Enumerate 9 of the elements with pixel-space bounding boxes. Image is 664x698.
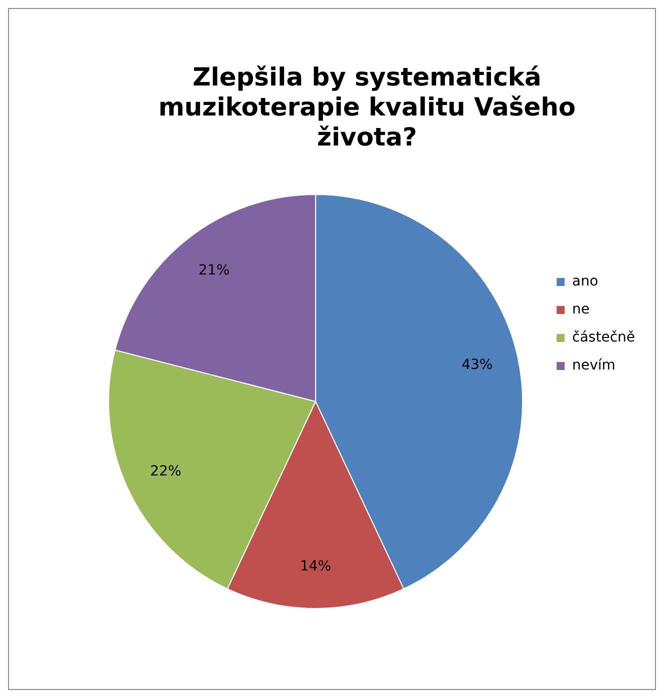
chart-title: Zlepšila by systematická muzikoterapie kvalitu Vašeho života?: [158, 62, 576, 152]
legend-label: částečně: [572, 330, 636, 346]
legend-label: nevím: [572, 358, 616, 374]
data-label: 21%: [198, 262, 230, 278]
data-label: 14%: [300, 558, 332, 575]
legend-label: ano: [572, 274, 598, 290]
data-label: 22%: [150, 464, 182, 480]
data-label: 43%: [462, 357, 493, 374]
legend-label: ne: [572, 302, 590, 318]
